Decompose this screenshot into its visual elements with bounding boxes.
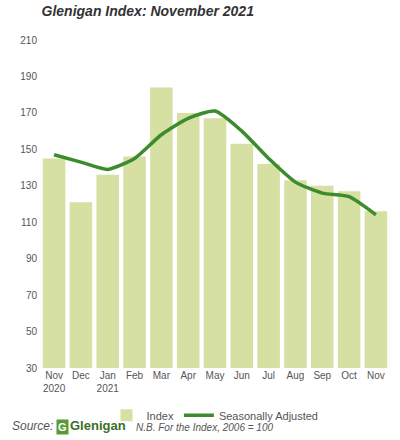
svg-text:N.B. For the Index, 2006 = 100: N.B. For the Index, 2006 = 100 (136, 422, 273, 433)
svg-text:Nov: Nov (367, 370, 385, 381)
svg-text:Source:: Source: (12, 419, 53, 433)
svg-text:G: G (58, 421, 67, 433)
svg-text:Dec: Dec (72, 370, 90, 381)
svg-text:Glenigan: Glenigan (70, 418, 126, 433)
svg-text:Jul: Jul (262, 370, 275, 381)
svg-text:Index: Index (147, 410, 174, 422)
svg-text:130: 130 (20, 180, 37, 191)
svg-text:Feb: Feb (126, 370, 144, 381)
svg-text:190: 190 (20, 71, 37, 82)
svg-text:Glenigan Index: November 2021: Glenigan Index: November 2021 (42, 3, 255, 19)
svg-text:110: 110 (21, 217, 37, 228)
svg-text:170: 170 (20, 107, 37, 118)
svg-text:Jan2021: Jan2021 (97, 370, 120, 394)
svg-text:Jun: Jun (234, 370, 250, 381)
svg-text:150: 150 (20, 144, 37, 155)
svg-text:Seasonally Adjusted: Seasonally Adjusted (219, 410, 318, 422)
svg-text:Apr: Apr (180, 370, 196, 381)
svg-text:70: 70 (26, 290, 38, 301)
svg-text:90: 90 (26, 253, 38, 264)
svg-text:May: May (206, 370, 225, 381)
svg-text:Aug: Aug (287, 370, 305, 381)
svg-text:30: 30 (26, 363, 38, 374)
svg-text:50: 50 (26, 326, 38, 337)
svg-text:Nov2020: Nov2020 (43, 370, 66, 394)
svg-text:Sep: Sep (313, 370, 331, 381)
svg-text:210: 210 (20, 35, 37, 46)
svg-text:Mar: Mar (153, 370, 171, 381)
svg-text:Oct: Oct (341, 370, 357, 381)
